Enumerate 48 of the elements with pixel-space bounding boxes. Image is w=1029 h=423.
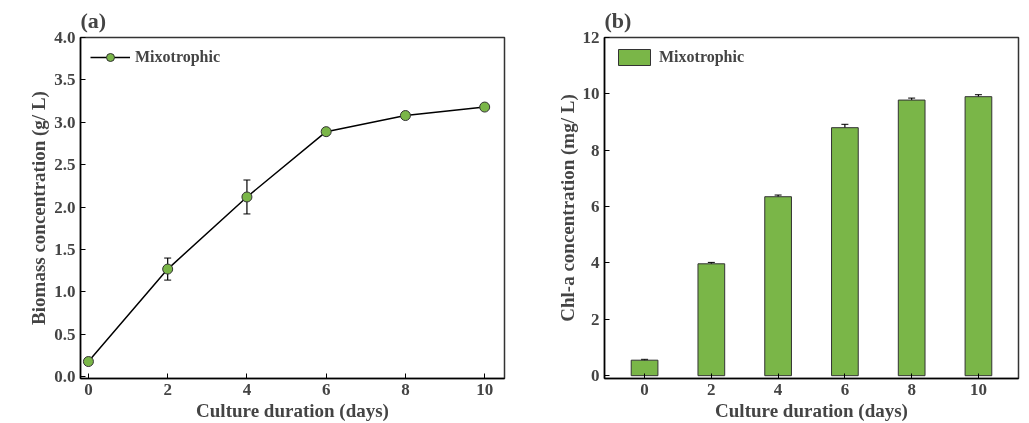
- bar: [764, 196, 792, 377]
- y-axis-title: Biomass concentration (g/ L): [28, 91, 51, 325]
- legend-label: Mixotrophic: [135, 48, 221, 66]
- y-tick-label: 8: [591, 140, 600, 160]
- y-axis-title: Chl-a concentration (mg/ L): [556, 94, 579, 322]
- x-tick-label: 4: [773, 379, 783, 399]
- x-tick-label: 10: [969, 379, 987, 399]
- point: [320, 126, 332, 138]
- x-tick-label: 0: [640, 379, 649, 399]
- x-tick-label: 6: [840, 379, 850, 399]
- chart-title: (b): [604, 7, 632, 33]
- x-tick-label: 2: [707, 379, 716, 399]
- point: [241, 191, 253, 203]
- bar: [964, 96, 993, 377]
- x-tick-label: 10: [476, 379, 494, 399]
- x-axis-title: Culture duration (days): [196, 399, 389, 422]
- y-tick-label: 2.5: [54, 155, 76, 175]
- y-tick-label: 1.5: [54, 240, 76, 260]
- y-tick-label: 0.0: [54, 367, 76, 387]
- y-tick-label: 12: [582, 28, 600, 47]
- y-tick-label: 2.0: [54, 197, 76, 217]
- point: [399, 110, 411, 122]
- x-tick-label: 6: [321, 379, 331, 399]
- chart-title: (a): [80, 7, 107, 33]
- x-tick-label: 2: [163, 379, 172, 399]
- bar: [897, 99, 926, 377]
- point: [479, 101, 491, 113]
- y-tick-label: 3.5: [54, 70, 76, 90]
- y-tick-label: 3.0: [54, 112, 76, 132]
- y-tick-label: 2: [591, 309, 600, 329]
- y-tick-label: 10: [582, 84, 600, 104]
- x-tick-label: 8: [907, 379, 916, 399]
- x-tick-label: 4: [242, 379, 252, 399]
- bar: [630, 359, 659, 377]
- bar: [697, 263, 726, 377]
- legend-label: Mixotrophic: [659, 48, 745, 66]
- y-tick-label: 4.0: [54, 28, 76, 47]
- y-tick-label: 1.0: [54, 282, 76, 302]
- y-tick-label: 4: [591, 253, 600, 273]
- bar: [831, 127, 859, 377]
- point: [162, 263, 174, 275]
- y-tick-label: 6: [591, 197, 600, 217]
- x-axis-title: Culture duration (days): [715, 399, 908, 422]
- y-tick-label: 0: [591, 366, 600, 386]
- x-tick-label: 8: [401, 379, 410, 399]
- x-tick-label: 0: [84, 379, 93, 399]
- y-tick-label: 0.5: [54, 324, 76, 344]
- point: [82, 356, 94, 368]
